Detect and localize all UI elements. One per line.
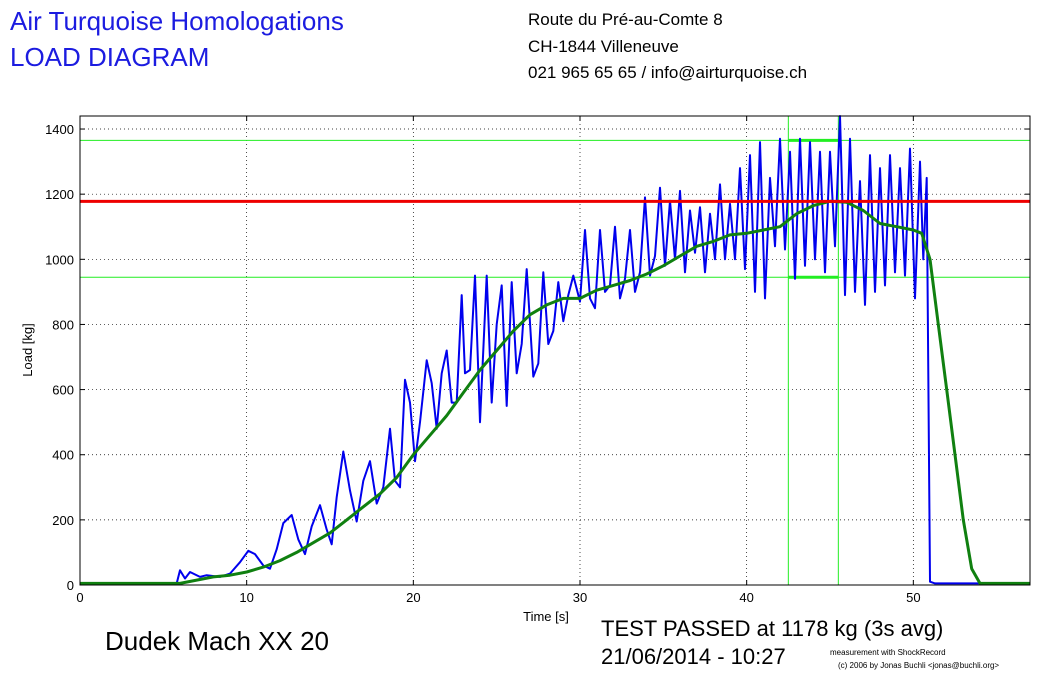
series-line-avg [80, 199, 1030, 585]
y-tick-label: 400 [52, 448, 74, 463]
contact-line: 021 965 65 65 / info@airturquoise.ch [528, 63, 808, 82]
document-title: LOAD DIAGRAM [10, 42, 210, 72]
grid-layer [79, 116, 1030, 586]
y-tick-label: 1000 [45, 252, 74, 267]
x-tick-label: 40 [739, 590, 753, 605]
x-axis-label: Time [s] [523, 609, 569, 624]
x-tick-label: 20 [406, 590, 420, 605]
y-tick-label: 0 [67, 578, 74, 593]
test-datetime: 21/06/2014 - 10:27 [601, 644, 786, 669]
y-tick-label: 1400 [45, 122, 74, 137]
glider-name: Dudek Mach XX 20 [105, 626, 330, 656]
y-axis-label: Load [kg] [20, 323, 35, 377]
marker-band [80, 116, 1030, 585]
x-tick-label: 50 [906, 590, 920, 605]
x-tick-label: 0 [76, 590, 83, 605]
tick-layer: 0 10 20 30 40 50 0 200 400 600 800 1000 1200 1400 [45, 116, 1030, 605]
x-tick-label: 10 [239, 590, 253, 605]
series-layer [80, 115, 1030, 585]
y-tick-label: 1200 [45, 187, 74, 202]
address-city: CH-1844 Villeneuve [528, 37, 679, 56]
address-street: Route du Pré-au-Comte 8 [528, 10, 723, 29]
series-line-raw [80, 115, 1030, 585]
y-tick-label: 200 [52, 513, 74, 528]
y-tick-label: 800 [52, 317, 74, 332]
test-result: TEST PASSED at 1178 kg (3s avg) [601, 616, 944, 641]
company-title: Air Turquoise Homologations [10, 6, 344, 36]
y-tick-label: 600 [52, 383, 74, 398]
x-tick-label: 30 [573, 590, 587, 605]
plot-frame [79, 115, 1031, 586]
credit-copyright: (c) 2006 by Jonas Buchli <jonas@buchli.o… [838, 661, 1000, 670]
credit-measurement: measurement with ShockRecord [830, 648, 946, 657]
